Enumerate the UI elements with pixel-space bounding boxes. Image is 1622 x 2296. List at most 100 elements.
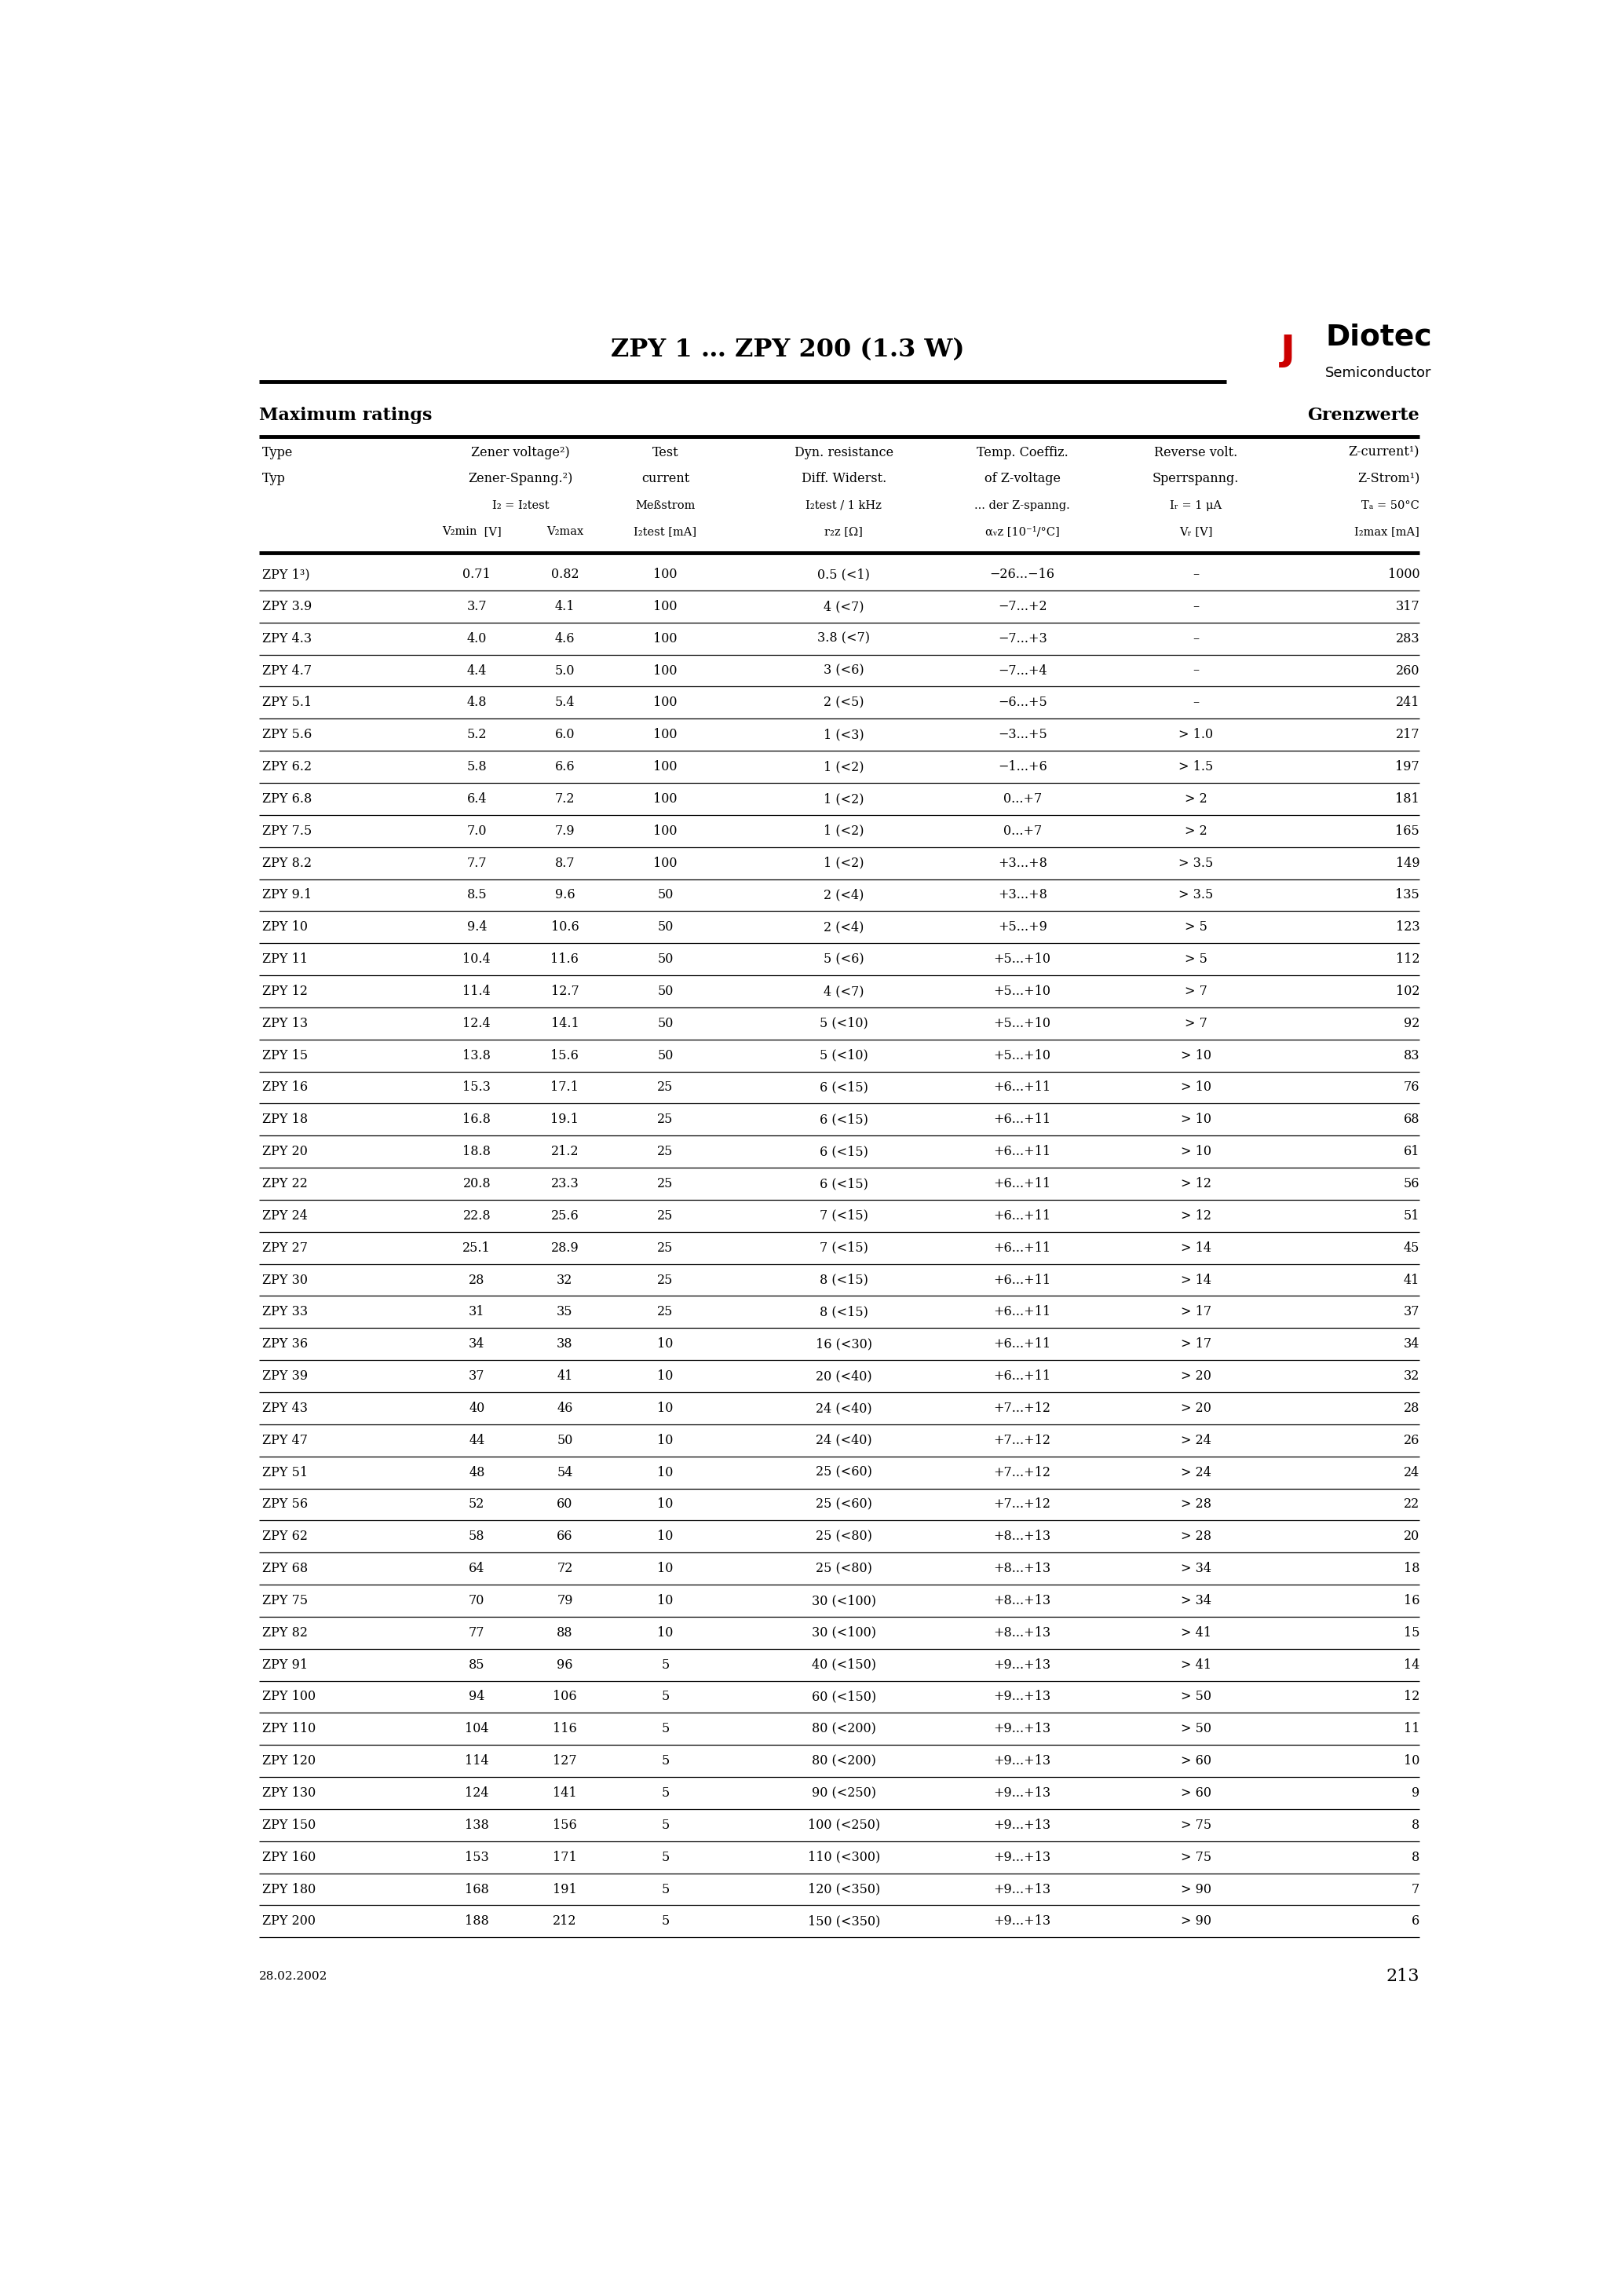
Text: 20.8: 20.8 xyxy=(462,1178,491,1189)
Text: 8 (<15): 8 (<15) xyxy=(819,1274,868,1286)
Text: > 7: > 7 xyxy=(1184,985,1207,999)
Text: 197: 197 xyxy=(1395,760,1419,774)
Text: 8: 8 xyxy=(1411,1851,1419,1864)
Text: ZPY 3.9: ZPY 3.9 xyxy=(261,599,311,613)
Text: > 12: > 12 xyxy=(1181,1210,1212,1221)
Text: [V]: [V] xyxy=(480,526,501,537)
Text: 5: 5 xyxy=(662,1722,670,1736)
Text: 96: 96 xyxy=(556,1658,573,1671)
Text: 54: 54 xyxy=(556,1465,573,1479)
Text: 100: 100 xyxy=(654,696,678,709)
Text: ZPY 9.1: ZPY 9.1 xyxy=(261,889,311,902)
Text: ZPY 68: ZPY 68 xyxy=(261,1561,308,1575)
Text: > 14: > 14 xyxy=(1181,1242,1212,1254)
Text: I₂test [mA]: I₂test [mA] xyxy=(634,526,697,537)
Text: 12.4: 12.4 xyxy=(462,1017,491,1031)
Text: 37: 37 xyxy=(469,1368,485,1382)
Text: +5...+10: +5...+10 xyxy=(994,1049,1051,1063)
Text: ZPY 100: ZPY 100 xyxy=(261,1690,315,1704)
Text: > 2: > 2 xyxy=(1184,824,1207,838)
Text: 100: 100 xyxy=(654,824,678,838)
Text: +9...+13: +9...+13 xyxy=(994,1658,1051,1671)
Text: 25 (<80): 25 (<80) xyxy=(816,1561,873,1575)
Text: current: current xyxy=(641,473,689,484)
Text: > 10: > 10 xyxy=(1181,1049,1212,1063)
Text: 7.9: 7.9 xyxy=(555,824,574,838)
Text: −26...−16: −26...−16 xyxy=(989,567,1054,581)
Text: r₂z [Ω]: r₂z [Ω] xyxy=(824,526,863,537)
Text: +9...+13: +9...+13 xyxy=(994,1851,1051,1864)
Text: 100: 100 xyxy=(654,631,678,645)
Text: +5...+9: +5...+9 xyxy=(998,921,1048,934)
Text: ZPY 24: ZPY 24 xyxy=(261,1210,307,1221)
Text: 45: 45 xyxy=(1403,1242,1419,1254)
Text: 260: 260 xyxy=(1395,664,1419,677)
Text: 5: 5 xyxy=(662,1851,670,1864)
Text: 35: 35 xyxy=(556,1306,573,1318)
Text: 50: 50 xyxy=(657,889,673,902)
Text: 1 (<2): 1 (<2) xyxy=(824,792,865,806)
Text: 16: 16 xyxy=(1403,1593,1419,1607)
Text: 4 (<7): 4 (<7) xyxy=(824,985,865,999)
Text: 25: 25 xyxy=(657,1306,673,1318)
Text: 15.3: 15.3 xyxy=(462,1081,491,1095)
Text: > 24: > 24 xyxy=(1181,1465,1212,1479)
Text: > 75: > 75 xyxy=(1181,1818,1212,1832)
Text: +6...+11: +6...+11 xyxy=(994,1146,1051,1159)
Text: 92: 92 xyxy=(1403,1017,1419,1031)
Text: 1 (<2): 1 (<2) xyxy=(824,760,865,774)
Text: > 20: > 20 xyxy=(1181,1401,1212,1414)
Text: 156: 156 xyxy=(553,1818,577,1832)
Text: 124: 124 xyxy=(466,1786,488,1800)
Text: 6.4: 6.4 xyxy=(467,792,487,806)
Text: 40 (<150): 40 (<150) xyxy=(811,1658,876,1671)
Text: 20: 20 xyxy=(1403,1529,1419,1543)
Text: 94: 94 xyxy=(469,1690,485,1704)
Text: 2 (<4): 2 (<4) xyxy=(824,921,865,934)
Text: ZPY 27: ZPY 27 xyxy=(261,1242,307,1254)
Text: +6...+11: +6...+11 xyxy=(994,1306,1051,1318)
Text: 10: 10 xyxy=(657,1465,673,1479)
Text: +6...+11: +6...+11 xyxy=(994,1114,1051,1127)
Text: 6 (<15): 6 (<15) xyxy=(819,1081,868,1095)
Text: 60: 60 xyxy=(556,1497,573,1511)
Text: 191: 191 xyxy=(553,1883,577,1896)
Text: 22.8: 22.8 xyxy=(462,1210,491,1221)
Text: Z-Strom¹): Z-Strom¹) xyxy=(1358,473,1419,484)
Text: I₂ = I₂test: I₂ = I₂test xyxy=(491,501,550,510)
Text: > 34: > 34 xyxy=(1181,1561,1212,1575)
Text: Zener-Spanng.²): Zener-Spanng.²) xyxy=(469,473,573,484)
Text: 213: 213 xyxy=(1387,1968,1419,1986)
Text: 50: 50 xyxy=(556,1433,573,1446)
Text: ZPY 5.1: ZPY 5.1 xyxy=(261,696,311,709)
Text: 5 (<6): 5 (<6) xyxy=(824,953,865,967)
Text: 100: 100 xyxy=(654,856,678,870)
Text: 112: 112 xyxy=(1395,953,1419,967)
Text: +7...+12: +7...+12 xyxy=(994,1497,1051,1511)
Text: +5...+10: +5...+10 xyxy=(994,1017,1051,1031)
Text: +8...+13: +8...+13 xyxy=(994,1593,1051,1607)
Text: ZPY 18: ZPY 18 xyxy=(261,1114,308,1127)
Text: 241: 241 xyxy=(1395,696,1419,709)
Text: 31: 31 xyxy=(469,1306,485,1318)
Text: > 10: > 10 xyxy=(1181,1114,1212,1127)
Text: > 3.5: > 3.5 xyxy=(1179,889,1213,902)
Text: ZPY 110: ZPY 110 xyxy=(261,1722,315,1736)
Text: 90 (<250): 90 (<250) xyxy=(811,1786,876,1800)
Text: ZPY 6.8: ZPY 6.8 xyxy=(261,792,311,806)
Text: 32: 32 xyxy=(1403,1368,1419,1382)
Text: > 5: > 5 xyxy=(1184,953,1207,967)
Text: 100: 100 xyxy=(654,760,678,774)
Text: 80 (<200): 80 (<200) xyxy=(811,1722,876,1736)
Text: ZPY 6.2: ZPY 6.2 xyxy=(261,760,311,774)
Text: 7.0: 7.0 xyxy=(467,824,487,838)
Text: 4.1: 4.1 xyxy=(555,599,574,613)
Text: +8...+13: +8...+13 xyxy=(994,1626,1051,1639)
Text: 80 (<200): 80 (<200) xyxy=(811,1754,876,1768)
Text: ZPY 1³): ZPY 1³) xyxy=(261,567,310,581)
Text: 5: 5 xyxy=(662,1754,670,1768)
Text: ZPY 4.7: ZPY 4.7 xyxy=(261,664,311,677)
Text: αᵥz [10⁻¹/°C]: αᵥz [10⁻¹/°C] xyxy=(985,526,1059,537)
Text: 68: 68 xyxy=(1403,1114,1419,1127)
Text: 50: 50 xyxy=(657,921,673,934)
